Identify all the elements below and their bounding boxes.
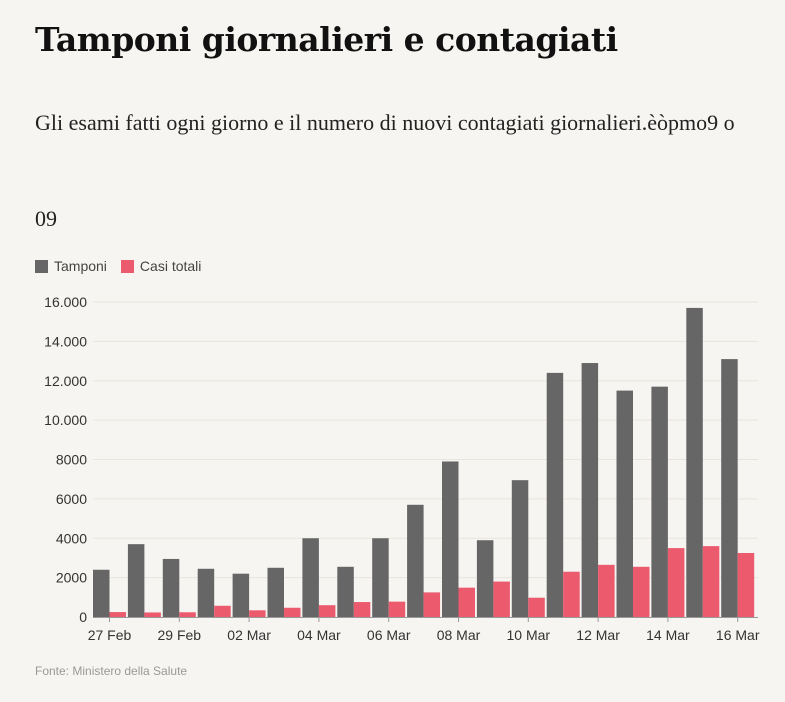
bar-tamponi: [651, 386, 668, 617]
x-tick-label: 14 Mar: [646, 627, 690, 643]
bar-tamponi: [127, 544, 145, 617]
chart-legend: Tamponi Casi totali: [35, 257, 215, 275]
bar-casi-totali: [214, 605, 231, 617]
legend-label-casi-totali: Casi totali: [139, 258, 202, 274]
bar-tamponi: [546, 372, 564, 617]
y-tick-label: 8000: [56, 452, 87, 468]
y-tick-label: 6000: [56, 491, 87, 507]
bar-casi-totali: [318, 605, 336, 617]
bar-casi-totali: [528, 597, 545, 617]
bar-casi-totali: [144, 612, 161, 617]
bar-casi-totali: [493, 581, 510, 617]
y-tick-label: 2000: [56, 570, 87, 586]
bar-casi-totali: [249, 610, 266, 617]
x-tick-label: 12 Mar: [576, 627, 620, 643]
bar-chart: 0 2000 4000 6000 8000 10.000 12.000 14.000 16.00…: [44, 294, 760, 643]
legend-swatch-tamponi: [35, 259, 48, 273]
chart-title: Tamponi giornalieri e contagiati: [35, 20, 618, 59]
bar-casi-totali: [388, 601, 406, 617]
legend-swatch-casi-totali: [120, 259, 134, 273]
chart-subtitle-extra: 09: [35, 206, 57, 231]
bar-tamponi: [581, 363, 599, 617]
bar-tamponi: [721, 359, 738, 617]
bar-tamponi: [372, 538, 389, 617]
bar-casi-totali: [109, 612, 126, 617]
bar-casi-totali: [179, 612, 196, 617]
bar-tamponi: [442, 461, 459, 617]
y-tick-label: 0: [79, 609, 87, 625]
bar-tamponi: [302, 538, 319, 617]
bar-tamponi: [511, 480, 529, 617]
bar-tamponi: [232, 573, 250, 617]
y-tick-label: 14.000: [44, 333, 87, 349]
x-tick-label: 27 Feb: [88, 627, 132, 643]
x-tick-label: 04 Mar: [297, 627, 341, 643]
bar-tamponi: [686, 307, 703, 617]
bar-casi-totali: [667, 548, 685, 617]
x-tick-label: 08 Mar: [437, 627, 481, 643]
y-tick-label: 10.000: [44, 412, 87, 428]
x-tick-label: 06 Mar: [367, 627, 411, 643]
y-tick-label: 12.000: [44, 373, 87, 389]
bar-tamponi: [407, 504, 424, 617]
bar-casi-totali: [353, 602, 371, 617]
bar-tamponi: [616, 390, 633, 617]
bar-tamponi: [93, 569, 110, 617]
bar-tamponi: [162, 558, 180, 617]
bar-casi-totali: [737, 553, 755, 617]
bar-casi-totali: [458, 587, 475, 617]
y-tick-label: 16.000: [44, 294, 87, 310]
bar-casi-totali: [633, 566, 650, 617]
bar-casi-totali: [598, 564, 615, 617]
bar-casi-totali: [284, 607, 301, 617]
bar-casi-totali: [563, 571, 580, 617]
x-tick-label: 02 Mar: [227, 627, 271, 643]
x-tick-label: 29 Feb: [158, 627, 202, 643]
bar-tamponi: [267, 567, 284, 617]
chart-subtitle: Gli esami fatti ogni giorno e il numero …: [35, 110, 735, 135]
legend-item-tamponi[interactable]: Tamponi: [35, 258, 107, 274]
x-tick-label: 10 Mar: [507, 627, 551, 643]
bar-tamponi: [197, 568, 215, 617]
legend-label-tamponi: Tamponi: [54, 258, 107, 274]
bar-tamponi: [337, 566, 354, 617]
y-tick-label: 4000: [56, 530, 87, 546]
source-note: Fonte: Ministero della Salute: [35, 664, 188, 678]
bar-casi-totali: [702, 546, 720, 617]
bar-casi-totali: [423, 592, 441, 617]
x-tick-label: 16 Mar: [716, 627, 760, 643]
legend-item-casi-totali[interactable]: Casi totali: [120, 258, 202, 274]
bar-tamponi: [476, 540, 494, 617]
